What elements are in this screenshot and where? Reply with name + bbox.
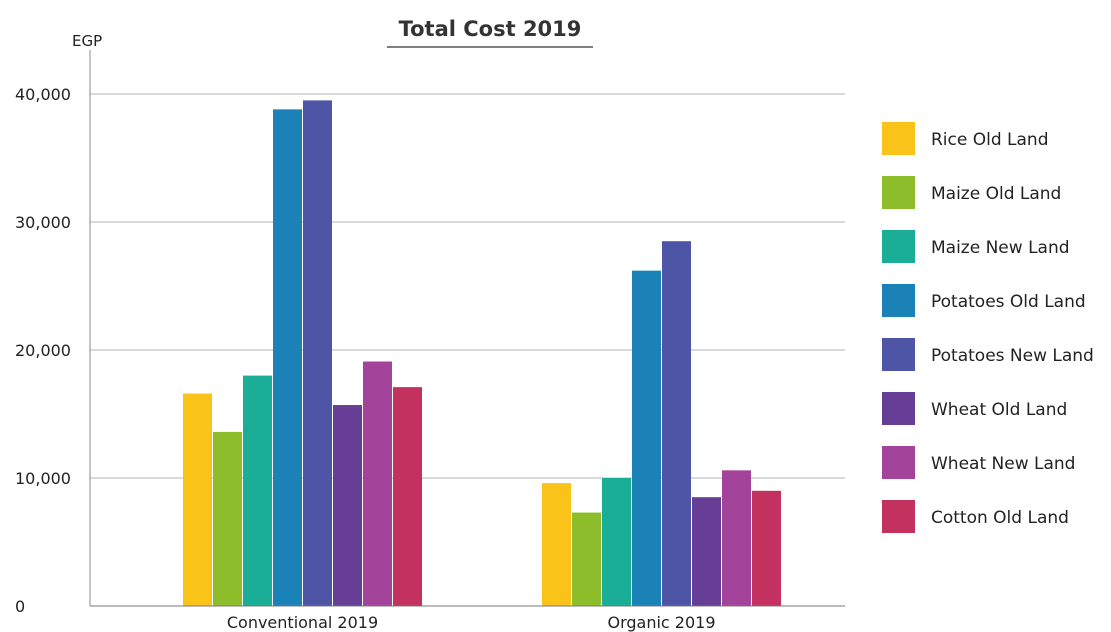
- bar: [273, 109, 302, 607]
- legend-swatch: [882, 338, 915, 371]
- legend-swatch: [882, 230, 915, 263]
- legend-swatch: [882, 392, 915, 425]
- legend-swatch: [882, 122, 915, 155]
- y-tick-label: 0: [15, 597, 25, 616]
- bar: [572, 512, 601, 606]
- bar: [692, 497, 721, 606]
- legend-label: Maize Old Land: [931, 184, 1061, 204]
- y-axis-unit: EGP: [72, 32, 102, 50]
- legend-label: Wheat New Land: [931, 454, 1075, 474]
- bar: [632, 270, 661, 606]
- y-tick-label: 40,000: [15, 85, 71, 104]
- chart-title: Total Cost 2019: [399, 17, 582, 41]
- legend-label: Cotton Old Land: [931, 508, 1069, 528]
- legend-label: Rice Old Land: [931, 130, 1049, 150]
- y-tick-label: 10,000: [15, 469, 71, 488]
- x-tick-label: Conventional 2019: [227, 613, 378, 632]
- legend-label: Potatoes Old Land: [931, 292, 1086, 312]
- bars: [183, 100, 781, 607]
- bar: [722, 470, 751, 606]
- legend-swatch: [882, 284, 915, 317]
- legend-swatch: [882, 176, 915, 209]
- x-tick-label: Organic 2019: [607, 613, 715, 632]
- bar: [542, 483, 571, 606]
- legend-swatch: [882, 446, 915, 479]
- bar: [602, 478, 631, 606]
- bar: [183, 393, 212, 606]
- legend-label: Maize New Land: [931, 238, 1070, 258]
- bar: [752, 490, 781, 606]
- bar: [662, 241, 691, 606]
- legend: Rice Old Land Maize Old Land Maize New Lan…: [882, 122, 1094, 533]
- y-tick-label: 30,000: [15, 213, 71, 232]
- bar: [213, 431, 242, 606]
- legend-label: Wheat Old Land: [931, 400, 1067, 420]
- legend-swatch: [882, 500, 915, 533]
- bar: [363, 361, 392, 606]
- bar: [243, 375, 272, 606]
- bar: [333, 405, 362, 606]
- legend-label: Potatoes New Land: [931, 346, 1094, 366]
- x-axis-labels: Conventional 2019 Organic 2019: [227, 613, 716, 632]
- y-axis-ticks: 0 10,000 20,000 30,000 40,000: [15, 85, 71, 616]
- y-tick-label: 20,000: [15, 341, 71, 360]
- bar: [303, 100, 332, 607]
- bar: [393, 387, 422, 606]
